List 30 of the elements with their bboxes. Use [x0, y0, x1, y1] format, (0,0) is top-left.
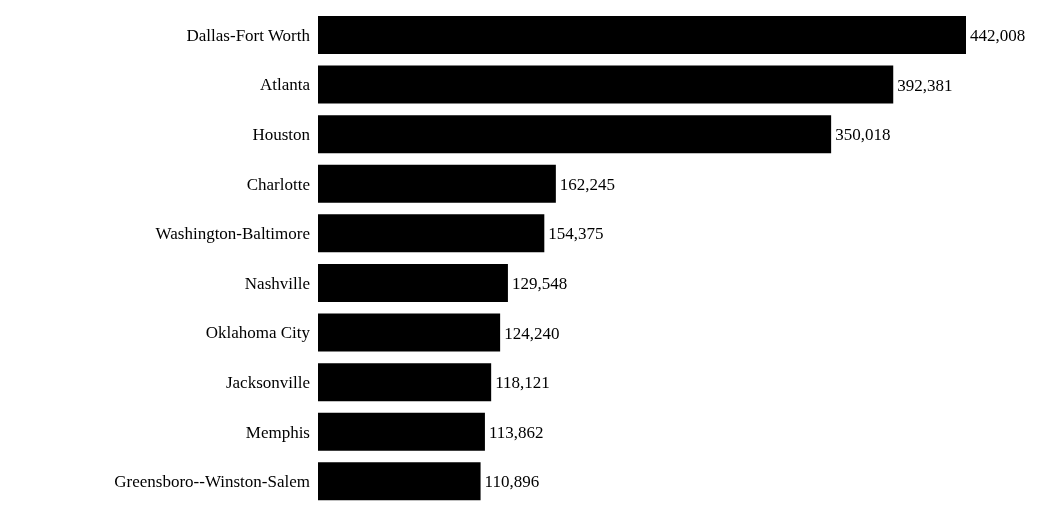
data-label: 154,375: [548, 224, 604, 244]
bar: [318, 65, 894, 104]
bar: [318, 363, 492, 402]
y-tick-label: Charlotte: [246, 174, 310, 194]
y-tick-label: Greensboro--Winston-Salem: [114, 472, 310, 492]
data-label: 350,018: [835, 125, 891, 145]
bar: [318, 164, 556, 203]
data-label: 124,240: [504, 323, 560, 343]
bar: [318, 115, 832, 154]
bar: [318, 15, 966, 54]
data-label: 392,381: [897, 75, 953, 95]
bar: [318, 313, 501, 352]
y-tick-label: Jacksonville: [225, 373, 310, 393]
y-tick-label: Dallas-Fort Worth: [186, 25, 311, 45]
y-tick-label: Washington-Baltimore: [155, 224, 310, 244]
bar: [318, 263, 508, 302]
bar: [318, 412, 485, 451]
data-label: 442,008: [970, 25, 1026, 45]
y-tick-label: Memphis: [245, 422, 310, 442]
bar: [318, 214, 545, 253]
bar: [318, 462, 481, 501]
y-tick-label: Oklahoma City: [205, 323, 311, 343]
data-label: 162,245: [559, 174, 616, 194]
y-tick-label: Houston: [252, 125, 311, 145]
y-tick-label: Atlanta: [259, 75, 311, 95]
data-label: 113,862: [488, 422, 544, 442]
y-tick-label: Nashville: [244, 273, 310, 293]
data-label: 110,896: [484, 472, 540, 492]
data-label: 118,121: [495, 373, 550, 393]
data-label: 129,548: [511, 273, 568, 293]
